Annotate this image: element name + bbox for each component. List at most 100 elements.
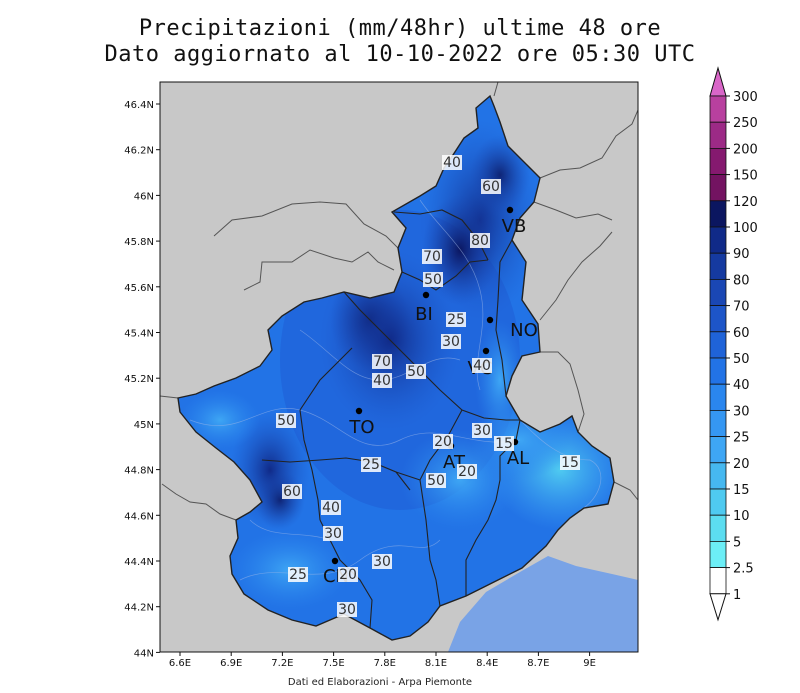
map-title-line1: Precipitazioni (mm/48hr) ultime 48 ore <box>138 16 662 41</box>
colorbar-segment <box>709 147 727 175</box>
province-label: TO <box>348 417 374 438</box>
colorbar-segment <box>709 305 727 333</box>
contour-label: 50 <box>277 413 295 429</box>
contour-label: 20 <box>434 434 452 450</box>
contour-label-box <box>372 554 392 569</box>
colorbar-segment <box>709 567 727 595</box>
colorbar-segment <box>709 409 727 437</box>
contour-label: 25 <box>362 457 380 473</box>
lat-tick-label: 46N <box>134 191 154 202</box>
contour-label-box <box>372 373 392 388</box>
colorbar-label: 70 <box>733 300 750 315</box>
lon-tick-label: 7.8E <box>374 658 396 669</box>
contour-label-box <box>321 500 341 515</box>
lon-tick-label: 8.4E <box>476 658 498 669</box>
contour-label-box <box>361 457 381 472</box>
colorbar-label: 150 <box>733 169 758 184</box>
neighbouring-borders <box>160 82 638 521</box>
colorbar-label: 60 <box>733 326 750 341</box>
lat-tick-label: 46.2N <box>124 146 154 157</box>
contour-label: 30 <box>373 554 391 570</box>
contour-label: 20 <box>458 464 476 480</box>
colorbar-segment <box>709 436 727 464</box>
contour-label: 25 <box>289 567 307 583</box>
contour-label-box <box>442 155 462 170</box>
colorbar-segment <box>709 462 727 490</box>
contour-label: 40 <box>473 358 491 374</box>
contour-label-box <box>433 434 453 449</box>
lon-tick-label: 7.5E <box>322 658 344 669</box>
city-marker <box>506 206 514 214</box>
lon-tick-label: 6.9E <box>220 658 242 669</box>
contour-label-box <box>422 249 442 264</box>
colorbar-label: 2.5 <box>733 562 754 577</box>
contour-label: 15 <box>561 455 579 471</box>
contour-label: 30 <box>338 602 356 618</box>
lat-tick-label: 45N <box>134 420 154 431</box>
contour-label-box <box>470 233 490 248</box>
contour-label-box <box>323 526 343 541</box>
colorbar-segment <box>709 174 727 202</box>
latitude-axis: 46.4N 46.2N 46N 45.8N 45.6N 45.4N 45.2N 45N 44.8… <box>124 100 160 659</box>
city-marker <box>355 407 363 415</box>
colorbar-segment <box>709 383 727 411</box>
contour-label: 60 <box>283 484 301 500</box>
colorbar-label: 20 <box>733 457 750 472</box>
contour-label: 70 <box>423 249 441 265</box>
plot-frame <box>159 81 639 653</box>
contour-label-box <box>372 354 392 369</box>
contour-label-box <box>446 312 466 327</box>
contour-label-box <box>472 358 492 373</box>
colorbar-label: 1 <box>733 588 741 603</box>
contour-label: 25 <box>447 312 465 328</box>
city-marker <box>482 347 490 355</box>
contour-label-box <box>457 464 477 479</box>
colorbar: 3002502001501201009080706050403025201510… <box>709 66 758 622</box>
contour-label-box <box>560 455 580 470</box>
contour-label: 50 <box>407 364 425 380</box>
colorbar-segment <box>709 226 727 254</box>
lat-tick-label: 45.4N <box>124 329 154 340</box>
footer-credit: Dati ed Elaborazioni - Arpa Piemonte <box>287 677 473 688</box>
colorbar-segment <box>709 252 727 280</box>
contour-label-box <box>276 413 296 428</box>
colorbar-label: 100 <box>733 221 758 236</box>
colorbar-bottom-arrow <box>709 593 727 622</box>
lat-tick-label: 45.8N <box>124 237 154 248</box>
contour-label-box <box>472 423 492 438</box>
city-marker <box>422 291 430 299</box>
colorbar-label: 80 <box>733 273 750 288</box>
colorbar-label: 90 <box>733 247 750 262</box>
colorbar-segment <box>709 541 727 569</box>
colorbar-label: 30 <box>733 404 750 419</box>
contour-label: 15 <box>495 436 513 452</box>
lat-tick-label: 44.8N <box>124 466 154 477</box>
colorbar-segment <box>709 121 727 149</box>
lon-tick-label: 6.6E <box>169 658 191 669</box>
lon-tick-label: 9E <box>583 658 596 669</box>
contour-label-box <box>494 436 514 451</box>
lat-tick-label: 44N <box>134 648 154 659</box>
contour-label-box <box>481 179 501 194</box>
contour-label: 40 <box>443 155 461 171</box>
contour-label-box <box>406 364 426 379</box>
lat-tick-label: 44.2N <box>124 603 154 614</box>
contour-label: 40 <box>322 500 340 516</box>
colorbar-label: 10 <box>733 509 750 524</box>
province-label: NO <box>510 320 538 341</box>
contour-label-box <box>338 567 358 582</box>
lon-tick-label: 8.1E <box>425 658 447 669</box>
colorbar-label: 250 <box>733 116 758 131</box>
colorbar-top-arrow <box>709 66 727 97</box>
contour-label: 60 <box>482 179 500 195</box>
lon-tick-label: 8.7E <box>527 658 549 669</box>
province-label: AL <box>507 448 529 469</box>
colorbar-label: 40 <box>733 378 750 393</box>
colorbar-segment <box>709 331 727 359</box>
lon-tick-label: 7.2E <box>271 658 293 669</box>
ligurian-sea <box>448 556 638 652</box>
contour-label: 30 <box>473 423 491 439</box>
contour-label: 20 <box>339 567 357 583</box>
colorbar-segment <box>709 278 727 306</box>
